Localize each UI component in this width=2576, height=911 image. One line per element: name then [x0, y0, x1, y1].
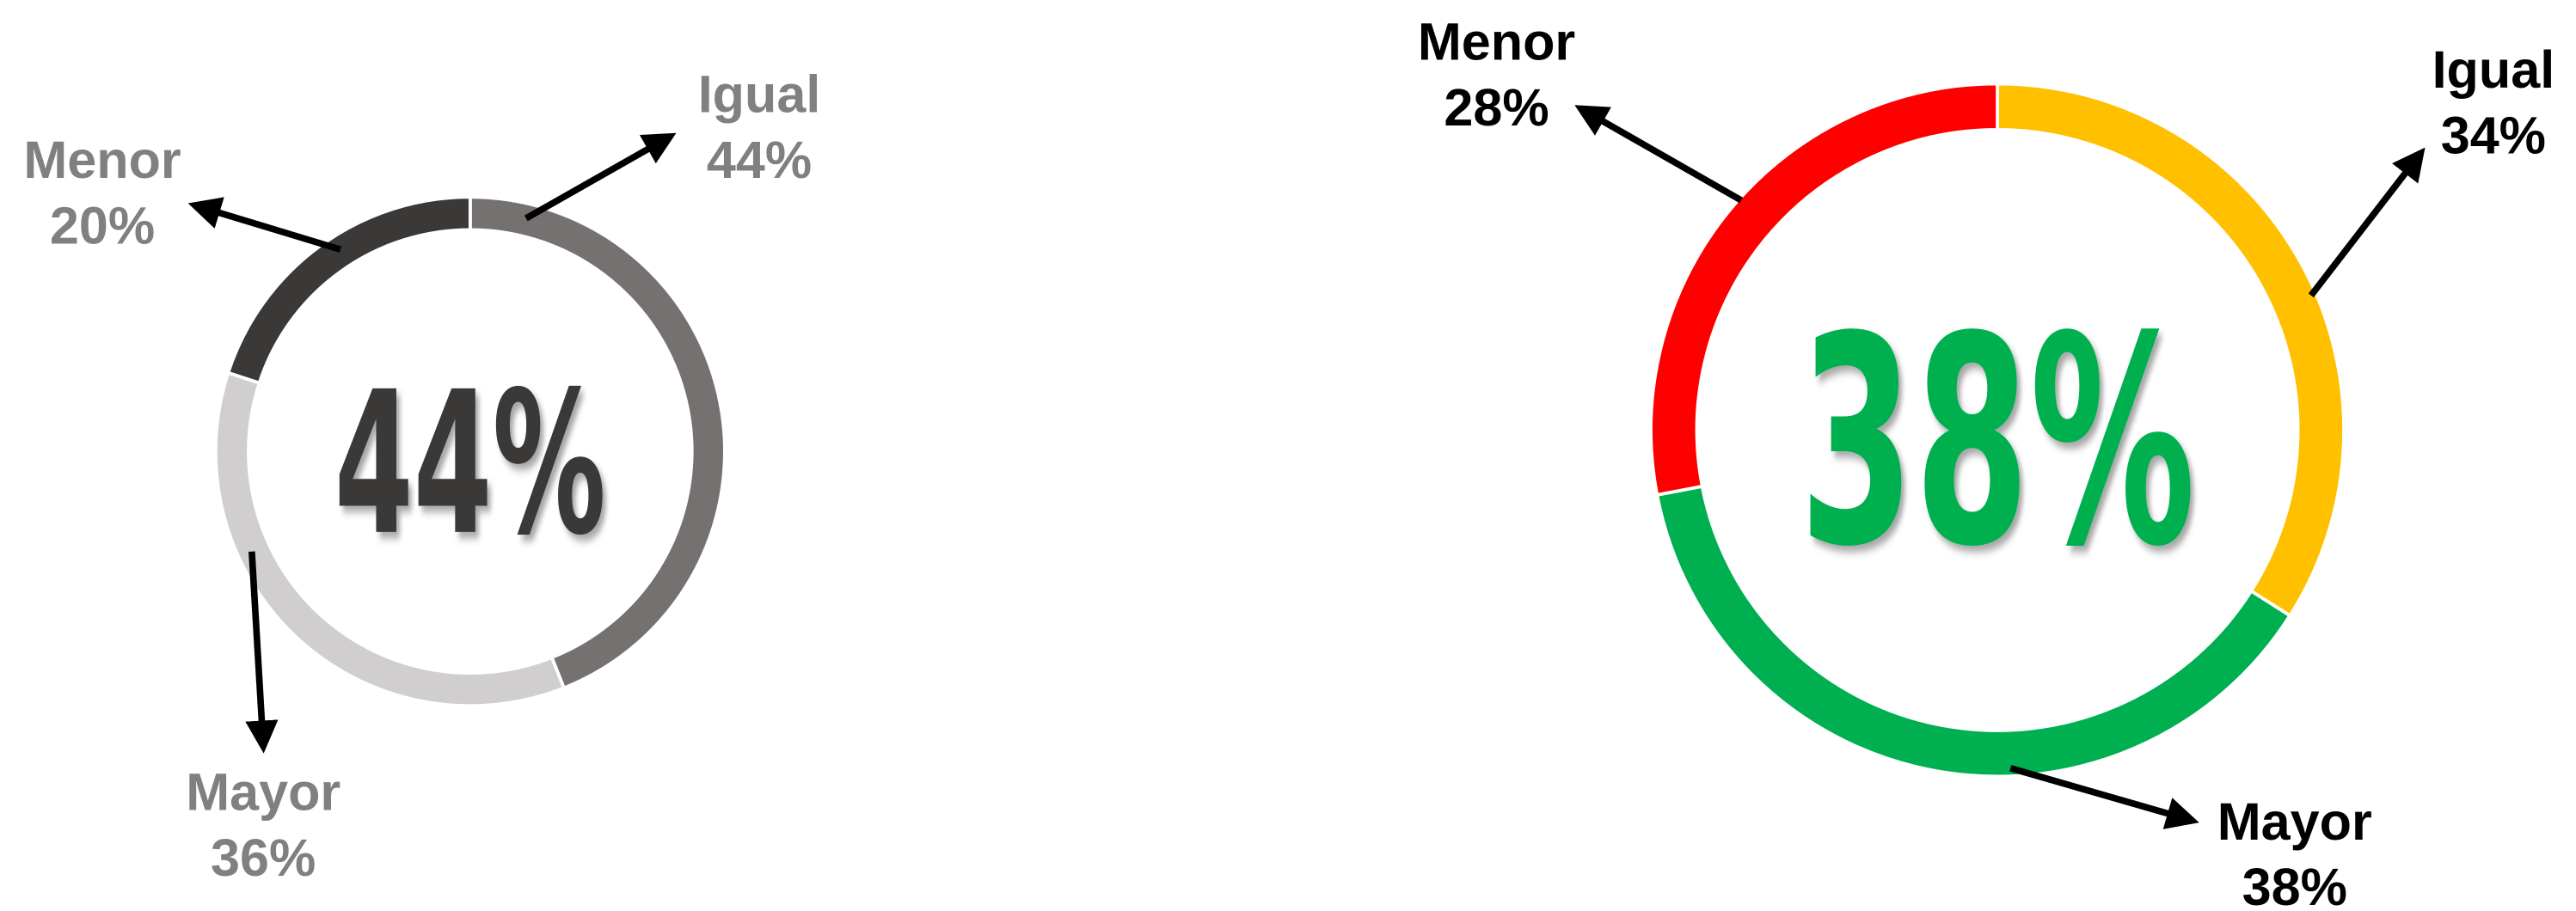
label-arrow — [245, 551, 279, 754]
slice-value-label: 36% — [211, 828, 316, 887]
slice-value-label: 38% — [2242, 858, 2347, 911]
donut-slice — [225, 195, 472, 385]
slice-label: Igual — [698, 65, 821, 124]
label-arrow — [1574, 105, 1744, 204]
donut-slice — [1649, 82, 1999, 498]
slice-value-label: 20% — [50, 197, 155, 255]
center-label: 44% — [334, 350, 606, 579]
label-arrow — [2009, 765, 2199, 829]
slice-value-label: 34% — [2441, 106, 2546, 164]
label-arrow — [2308, 147, 2426, 298]
label-arrow — [187, 197, 342, 253]
label-arrow — [524, 132, 677, 222]
slice-label: Mayor — [2217, 792, 2372, 851]
slice-value-label: 28% — [1444, 78, 1549, 137]
slice-label: Mayor — [186, 762, 340, 821]
slice-value-label: 44% — [707, 131, 812, 189]
slice-label: Igual — [2432, 40, 2555, 99]
center-label: 38% — [1800, 276, 2196, 609]
slice-label: Menor — [1418, 13, 1575, 71]
slice-label: Menor — [23, 131, 181, 189]
